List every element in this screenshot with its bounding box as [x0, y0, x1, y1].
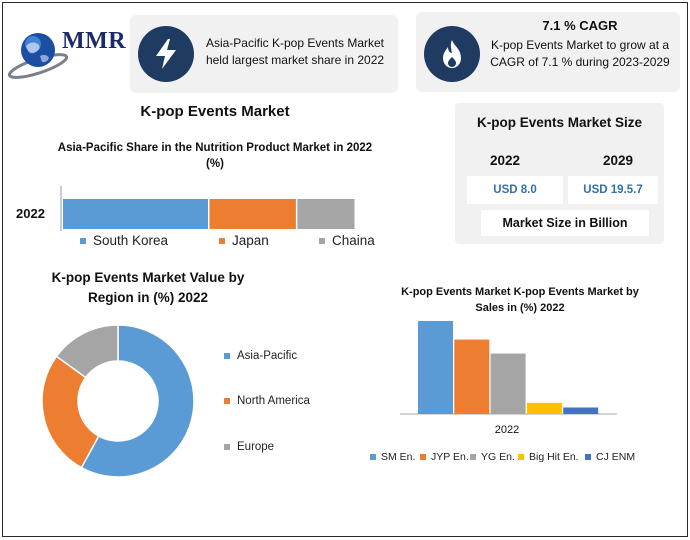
- share-card: Asia-Pacific K-pop Events Market held la…: [130, 15, 398, 93]
- share-bar-chaina: [297, 199, 355, 229]
- legend-swatch: [224, 398, 230, 404]
- region-chart-title: K-pop Events Market Value by Region in (…: [51, 270, 245, 305]
- donut-slice-asia-pacific: [80, 324, 195, 478]
- lightning-icon: [138, 26, 194, 82]
- donut-slice-europe: [55, 324, 119, 379]
- share-chart-category: 2022: [16, 206, 45, 221]
- market-size-year-end: 2029: [603, 153, 634, 168]
- share-legend-chaina: Chaina: [319, 233, 375, 248]
- market-size-title: K-pop Events Market Size: [476, 115, 643, 130]
- legend-label: Japan: [232, 233, 269, 248]
- market-size-value-start: USD 8.0: [467, 176, 563, 204]
- market-size-year-start: 2022: [490, 153, 521, 168]
- legend-swatch: [470, 454, 476, 460]
- sales-legend-big-hit-en: Big Hit En.: [518, 451, 579, 463]
- legend-swatch: [518, 454, 524, 460]
- sales-bar-cj-enm: [563, 407, 599, 414]
- legend-label: SM En.: [381, 451, 416, 463]
- sales-bar-sm-en: [418, 321, 453, 414]
- logo: [7, 26, 128, 80]
- legend-label: YG En.: [481, 451, 515, 463]
- legend-label: Chaina: [332, 233, 375, 248]
- sales-chart-category: 2022: [494, 424, 520, 436]
- legend-swatch: [224, 444, 230, 450]
- donut-slice-north-america: [41, 355, 100, 469]
- legend-swatch: [585, 454, 591, 460]
- legend-swatch: [319, 237, 325, 244]
- region-legend-asia-pacific: Asia-Pacific: [224, 350, 297, 362]
- legend-label: Big Hit En.: [529, 451, 579, 463]
- share-legend-japan: Japan: [219, 233, 269, 248]
- region-legend-europe: Europe: [224, 441, 274, 453]
- legend-swatch: [80, 237, 86, 244]
- legend-label: North America: [237, 395, 310, 407]
- sales-chart-title: K-pop Events Market K-pop Events Market …: [401, 286, 639, 314]
- share-legend-south-korea: South Korea: [80, 233, 168, 248]
- legend-swatch: [224, 353, 230, 359]
- market-size-value-end: USD 19.5.7: [568, 176, 658, 204]
- legend-label: CJ ENM: [596, 451, 636, 463]
- market-size-note: Market Size in Billion: [481, 210, 649, 236]
- sales-bar-jyp-en: [454, 339, 490, 414]
- share-bar-south-korea: [63, 199, 208, 229]
- sales-legend-cj-enm: CJ ENM: [585, 451, 635, 463]
- main-title: K-pop Events Market: [140, 103, 290, 120]
- legend-label: Europe: [237, 441, 275, 453]
- share-card-text: Asia-Pacific K-pop Events Market held la…: [205, 36, 385, 67]
- legend-swatch: [420, 454, 426, 460]
- cagr-card: 7.1 % CAGR K-pop Events Market to grow a…: [416, 12, 680, 92]
- flame-icon: [424, 26, 480, 82]
- legend-swatch: [219, 237, 225, 244]
- sales-legend-jyp-en: JYP En.: [420, 451, 469, 463]
- legend-swatch: [370, 454, 376, 460]
- region-legend-north-america: North America: [224, 395, 310, 407]
- sales-legend-sm-en: SM En.: [370, 451, 415, 463]
- share-bar-japan: [209, 199, 296, 229]
- sales-legend-yg-en: YG En.: [470, 451, 515, 463]
- sales-bar-big-hit-en: [526, 402, 562, 414]
- cagr-card-text: K-pop Events Market to grow at a CAGR of…: [490, 38, 670, 69]
- globe-logo-icon: [7, 33, 69, 79]
- share-chart-title: Asia-Pacific Share in the Nutrition Prod…: [57, 142, 373, 170]
- logo-text: MMR: [62, 28, 127, 54]
- legend-label: JYP En.: [431, 451, 469, 463]
- sales-bar-yg-en: [490, 353, 526, 414]
- legend-label: Asia-Pacific: [237, 350, 298, 362]
- market-size-card: K-pop Events Market Size 2022 2029 USD 8…: [455, 103, 664, 244]
- legend-label: South Korea: [93, 233, 169, 248]
- cagr-title: 7.1 % CAGR: [542, 18, 618, 33]
